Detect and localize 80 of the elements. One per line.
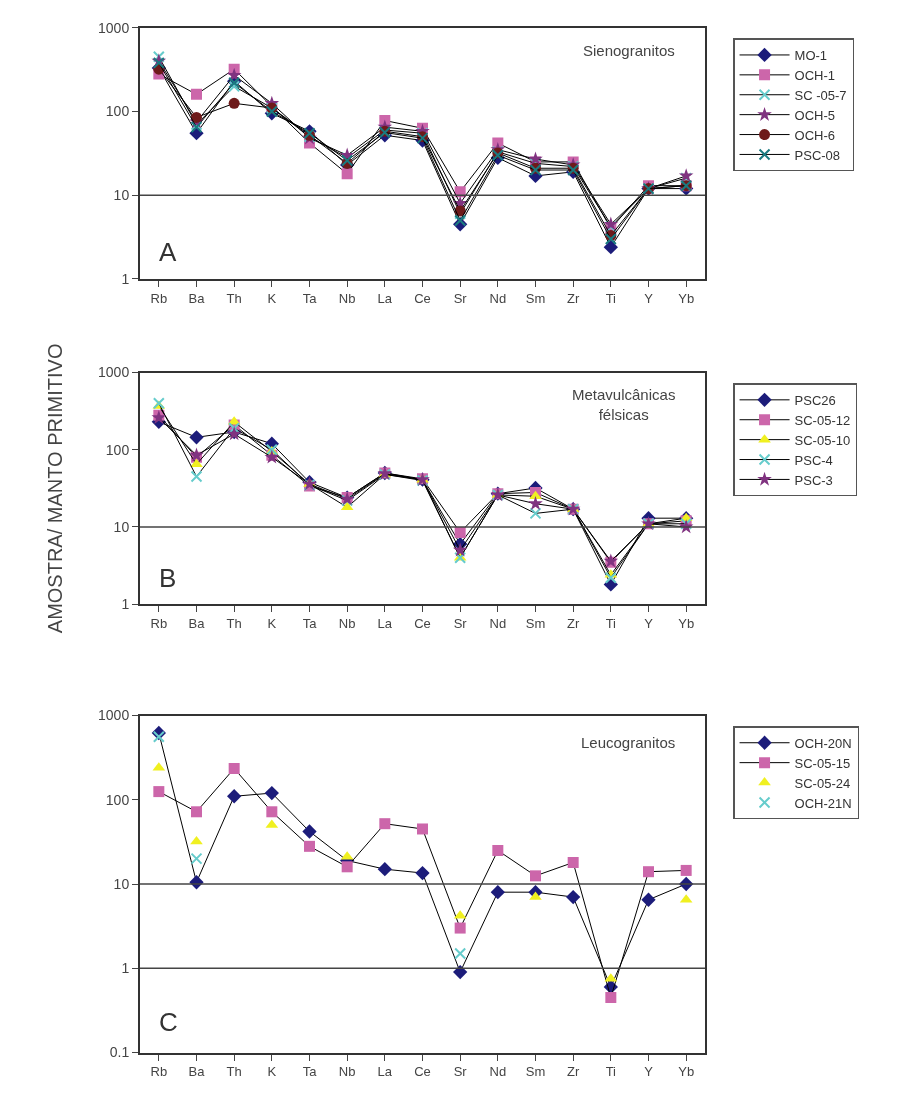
legend-label: OCH-5 [794,107,835,123]
annotation: A [159,237,177,267]
x-tick-label: K [267,615,277,631]
x-tick-label: Yb [678,1064,695,1080]
y-tick-label: 1 [121,270,130,287]
legend-label: PSC-4 [794,452,833,468]
y-tick-label: 1 [121,596,130,613]
x-tick-label: Ta [302,615,318,631]
x-tick-label: Th [226,615,242,631]
x-tick-label: Y [644,615,654,631]
legend-label: OCH-6 [794,127,835,143]
x-tick-label: Sm [525,1064,546,1080]
x-tick-label: Rb [150,1064,168,1080]
annotation: Leucogranitos [581,734,676,751]
legend-label: SC-05-10 [794,432,851,448]
x-tick-label: Ba [188,1064,206,1080]
x-tick-label: Nd [489,615,507,631]
y-tick-label: 1000 [98,19,130,36]
legend-label: PSC-3 [794,472,833,488]
x-tick-label: La [377,290,393,306]
x-tick-label: Sm [525,290,546,306]
x-tick-label: Ce [414,615,431,631]
x-tick-label: Ta [302,1064,318,1080]
legend-label: PSC-08 [794,147,841,163]
y-tick-label: 10 [113,187,130,204]
y-axis-title: AMOSTRA/ MANTO PRIMITIVO [44,343,67,634]
x-tick-label: Ba [188,615,206,631]
x-tick-label: Zr [567,1064,580,1080]
x-tick-label: Rb [150,290,168,306]
legend-label: MO-1 [794,48,828,64]
x-tick-label: Rb [150,615,168,631]
x-tick-label: Ce [414,290,431,306]
y-tick-label: 1000 [98,364,130,381]
x-tick-label: Yb [678,290,695,306]
x-tick-label: Yb [678,615,695,631]
x-tick-label: K [267,1064,277,1080]
annotation: Sienogranitos [583,42,675,59]
x-tick-label: Sr [453,615,468,631]
x-tick-label: Sm [525,615,546,631]
y-tick-label: 10 [113,518,130,535]
x-tick-label: Ce [414,1064,431,1080]
legend-label: PSC26 [794,392,836,408]
x-tick-label: Nb [338,615,356,631]
x-tick-label: Y [644,290,654,306]
x-tick-label: Zr [567,615,580,631]
legend-label: SC -05-7 [794,87,847,103]
y-tick-label: 1000 [98,707,130,724]
annotation: C [159,1007,178,1037]
x-tick-label: Ta [302,290,318,306]
x-tick-label: Nb [338,1064,356,1080]
x-tick-label: Nd [489,290,507,306]
x-tick-label: Ti [605,290,617,306]
x-tick-label: Y [644,1064,654,1080]
y-tick-label: 10 [113,875,130,892]
annotation: Metavulcânicas félsicas [572,386,676,423]
x-tick-label: Th [226,1064,242,1080]
x-tick-label: Ba [188,290,206,306]
x-tick-label: Zr [567,290,580,306]
y-tick-label: 1 [121,960,130,977]
y-tick-label: 100 [105,791,130,808]
legend-label: OCH-20N [794,735,852,751]
x-tick-label: Sr [453,290,468,306]
x-tick-label: La [377,615,393,631]
x-tick-label: La [377,1064,393,1080]
x-tick-label: Nb [338,290,356,306]
annotation: B [159,563,177,593]
x-tick-label: K [267,290,277,306]
y-tick-label: 100 [105,441,130,458]
y-tick-label: 100 [105,103,130,120]
x-tick-label: Sr [453,1064,468,1080]
x-tick-label: Ti [605,615,617,631]
x-tick-label: Nd [489,1064,507,1080]
legend-label: OCH-21N [794,795,852,811]
x-tick-label: Th [226,290,242,306]
legend-label: SC-05-12 [794,412,851,428]
y-tick-label: 0.1 [109,1044,130,1061]
x-tick-label: Ti [605,1064,617,1080]
legend-label: SC-05-24 [794,775,851,791]
legend-label: SC-05-15 [794,755,851,771]
legend-label: OCH-1 [794,67,835,83]
